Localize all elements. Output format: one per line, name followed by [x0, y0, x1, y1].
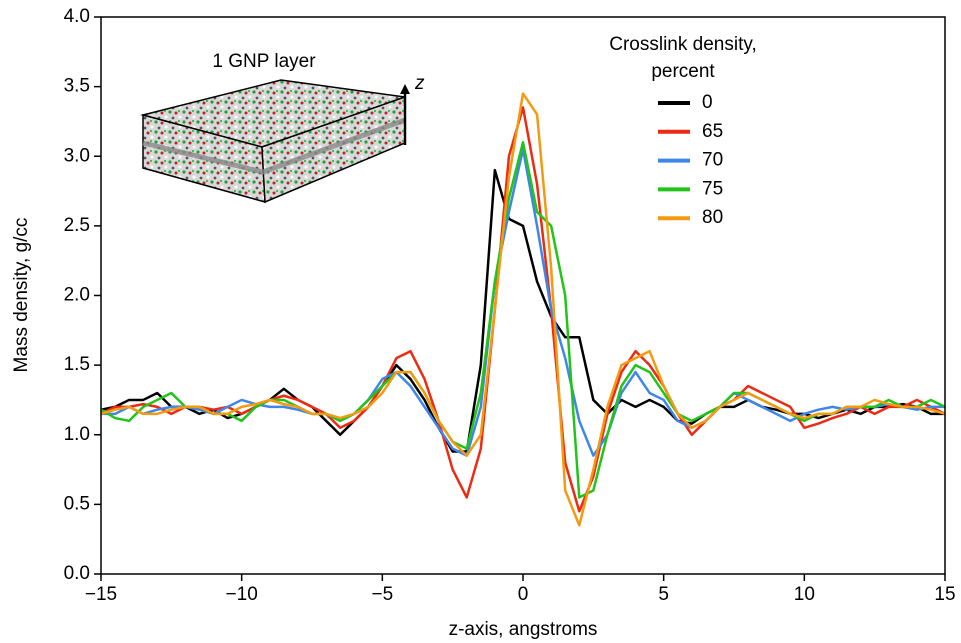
x-tick-label: 0 [518, 584, 529, 605]
legend-title: Crosslink density, [609, 34, 756, 55]
data-line [100, 141, 946, 499]
y-tick-label: 1.0 [64, 424, 90, 445]
x-tick-label: −5 [371, 584, 393, 605]
x-tick-label: 5 [658, 584, 669, 605]
x-axis-label: z-axis, angstroms [449, 619, 598, 640]
y-axis-label: Mass density, g/cc [11, 218, 32, 373]
y-tick-label: 4.0 [64, 6, 90, 27]
inset: 1 GNP layer z [140, 51, 425, 204]
x-tick-label: 10 [794, 584, 815, 605]
data-line [100, 92, 946, 527]
inset-gnp-layer [142, 117, 406, 175]
x-tick-label: −15 [85, 584, 117, 605]
inset-axis-label: z [414, 73, 425, 94]
inset-z-arrowhead [400, 84, 410, 94]
data-line [100, 106, 946, 513]
y-tick-label: 2.5 [64, 215, 90, 236]
legend-label: 0 [702, 92, 713, 113]
legend-label: 70 [702, 150, 723, 171]
legend-label: 65 [702, 121, 723, 142]
data-line [101, 148, 945, 457]
legend-label: 80 [702, 207, 723, 228]
x-tick-label: 15 [934, 584, 955, 605]
legend-title: percent [651, 61, 715, 82]
y-tick-label: 2.0 [64, 285, 90, 306]
y-tick-label: 0.5 [64, 493, 90, 514]
y-tick-label: 3.5 [64, 76, 90, 97]
y-tick-label: 1.5 [64, 354, 90, 375]
y-tick-label: 0.0 [64, 563, 90, 584]
inset-label: 1 GNP layer [212, 51, 316, 72]
legend-label: 75 [702, 178, 723, 199]
x-tick-label: −10 [226, 584, 258, 605]
y-tick-label: 3.0 [64, 145, 90, 166]
